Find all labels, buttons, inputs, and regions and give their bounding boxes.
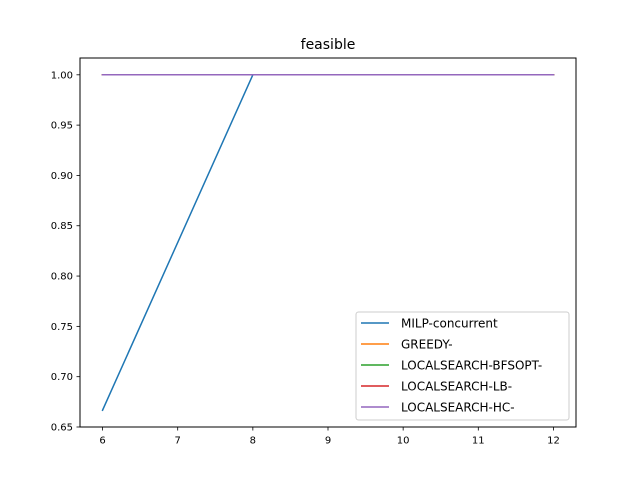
x-tick-label: 10 xyxy=(397,436,410,447)
y-tick-label: 0.70 xyxy=(51,372,73,383)
y-tick-label: 0.85 xyxy=(51,221,73,232)
legend-box xyxy=(355,311,570,421)
x-tick-label: 9 xyxy=(325,436,331,447)
legend-label-4: LOCALSEARCH-HC- xyxy=(401,401,515,415)
legend: MILP-concurrent GREEDY- LOCALSEARCH-BFSOPT… xyxy=(355,311,570,421)
x-tick-label: 7 xyxy=(175,436,181,447)
x-tick-label: 11 xyxy=(472,436,485,447)
legend-label-0: MILP-concurrent xyxy=(401,317,498,331)
legend-label-2: LOCALSEARCH-BFSOPT- xyxy=(401,359,542,373)
x-tick-label: 12 xyxy=(547,436,560,447)
legend-label-3: LOCALSEARCH-LB- xyxy=(401,380,512,394)
y-tick-label: 0.80 xyxy=(51,272,73,283)
y-tick-label: 0.90 xyxy=(51,171,73,182)
x-tick-label: 8 xyxy=(250,436,256,447)
x-tick-label: 6 xyxy=(99,436,105,447)
legend-label-1: GREEDY- xyxy=(401,338,453,352)
axis-ticks: 6 7 8 9 10 11 12 0.65 0.70 0.75 0.80 0.85 0.90 0.95 1.… xyxy=(51,70,560,446)
series-lines xyxy=(101,74,555,412)
y-tick-label: 1.00 xyxy=(51,70,73,81)
y-tick-label: 0.65 xyxy=(51,423,73,434)
y-tick-label: 0.95 xyxy=(51,121,73,132)
y-tick-label: 0.75 xyxy=(51,322,73,333)
chart-title: feasible xyxy=(301,37,356,53)
